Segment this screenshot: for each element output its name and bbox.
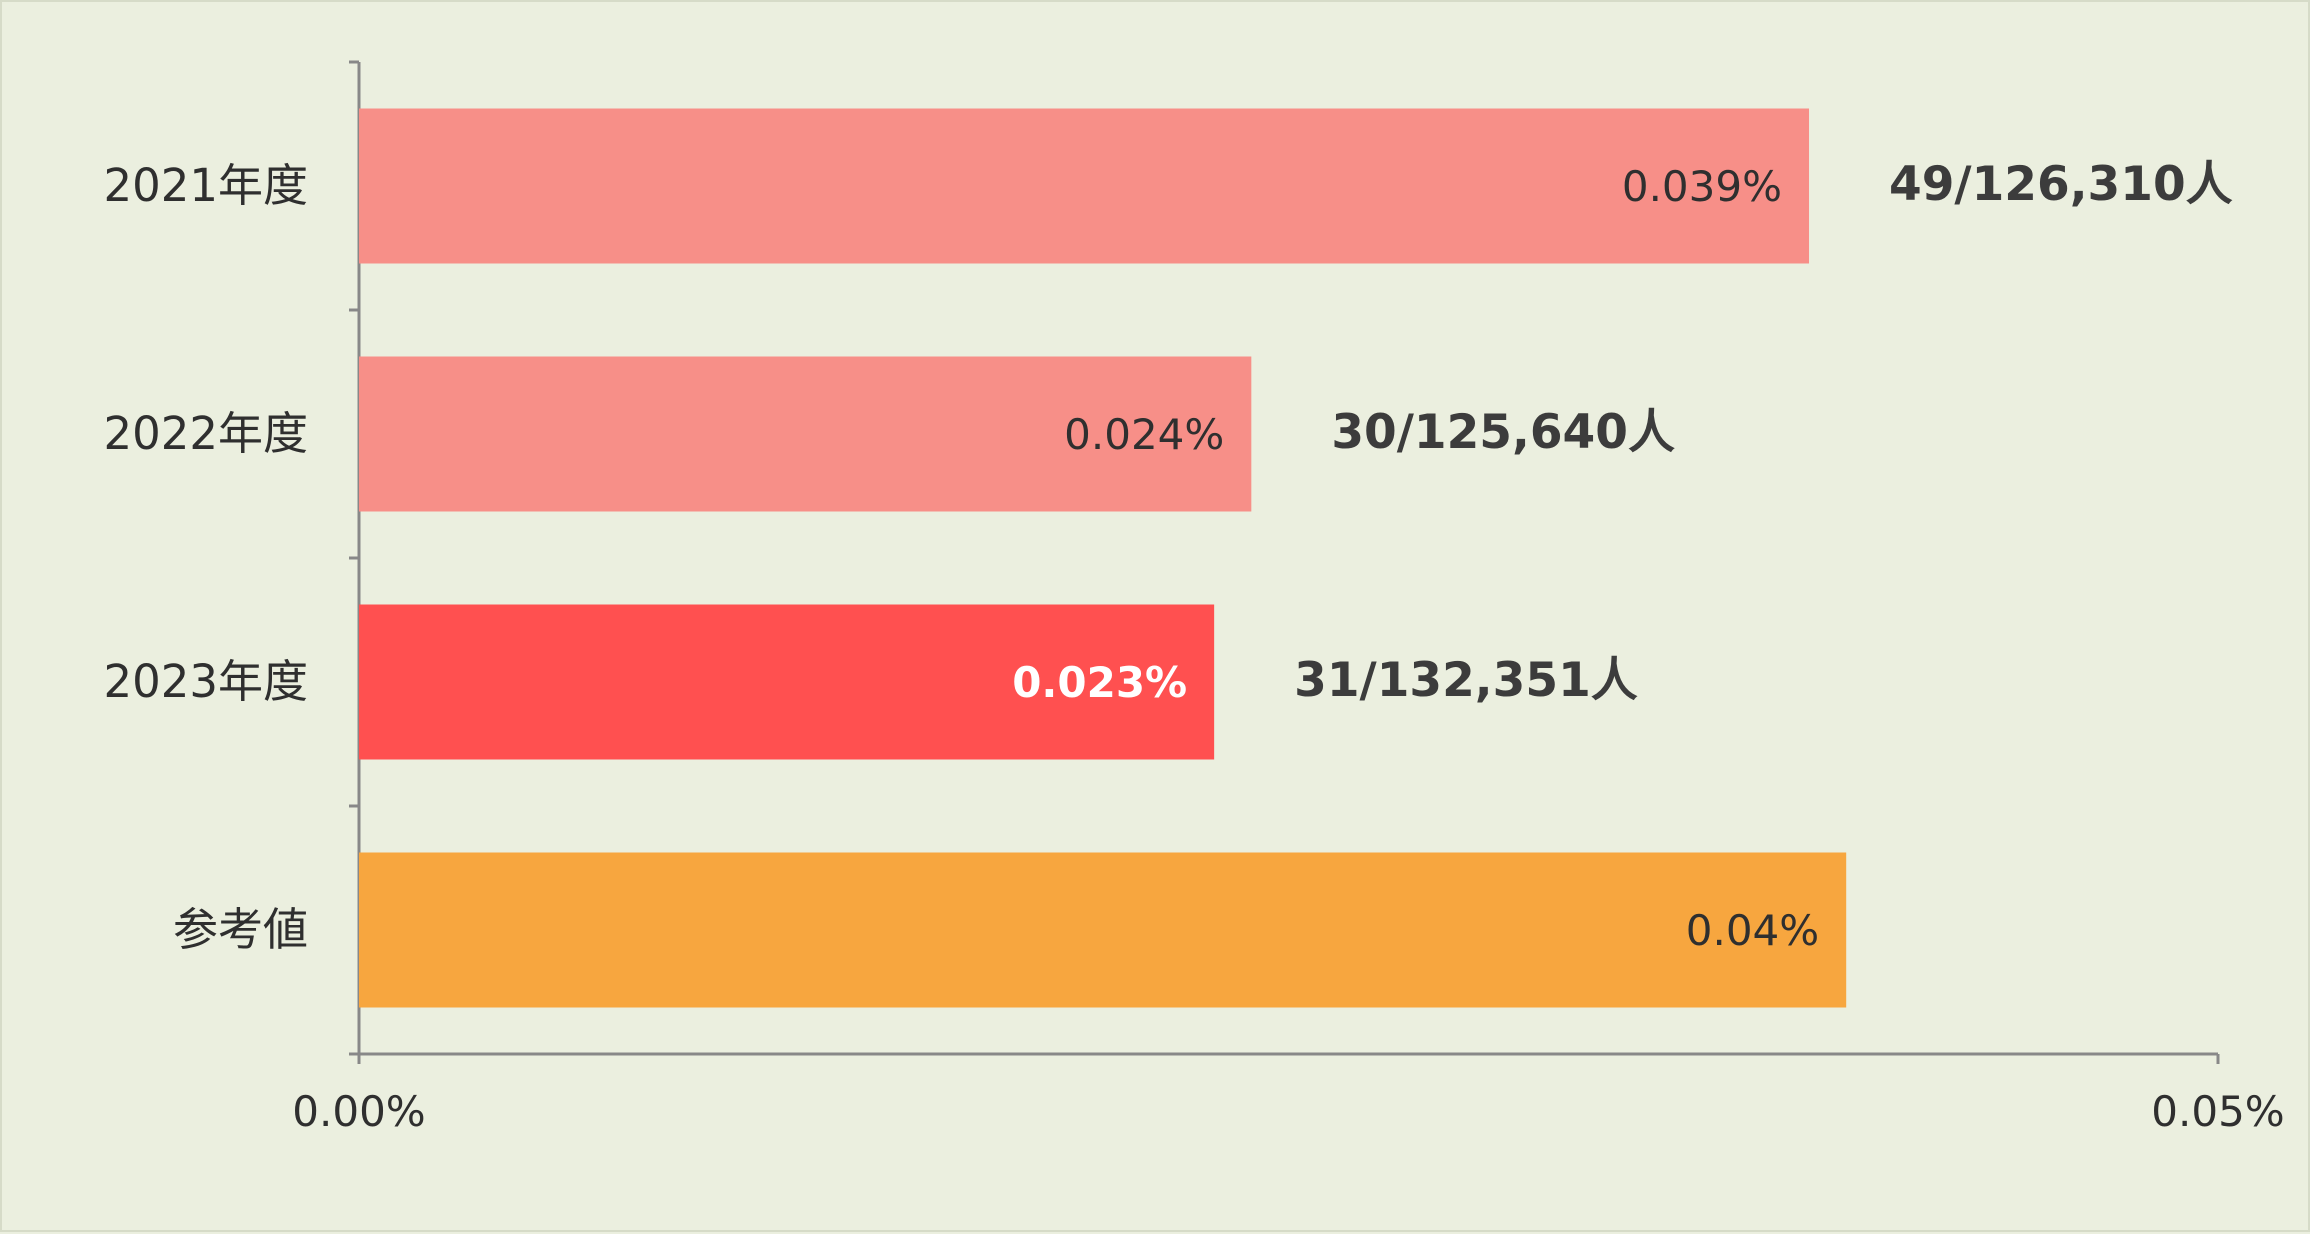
x-tick-label: 0.05% <box>2151 1087 2284 1136</box>
bar-value-label: 0.023% <box>1012 658 1187 707</box>
category-label: 2022年度 <box>103 407 308 460</box>
bar <box>359 108 1810 264</box>
x-tick-label: 0.00% <box>292 1087 425 1136</box>
bar-value-label: 0.024% <box>1064 410 1224 459</box>
bar <box>359 852 1847 1008</box>
category-label: 2023年度 <box>103 655 308 708</box>
category-label: 2021年度 <box>103 159 308 212</box>
category-label: 参考値 <box>173 903 308 956</box>
bar <box>359 604 1215 760</box>
bar-value-label: 0.04% <box>1686 906 1819 955</box>
bar-count-annotation: 30/125,640人 <box>1331 405 1675 460</box>
bar-count-annotation: 49/126,310人 <box>1889 157 2233 212</box>
bar <box>359 356 1252 512</box>
bar-count-annotation: 31/132,351人 <box>1294 653 1638 708</box>
bar-value-label: 0.039% <box>1622 162 1782 211</box>
